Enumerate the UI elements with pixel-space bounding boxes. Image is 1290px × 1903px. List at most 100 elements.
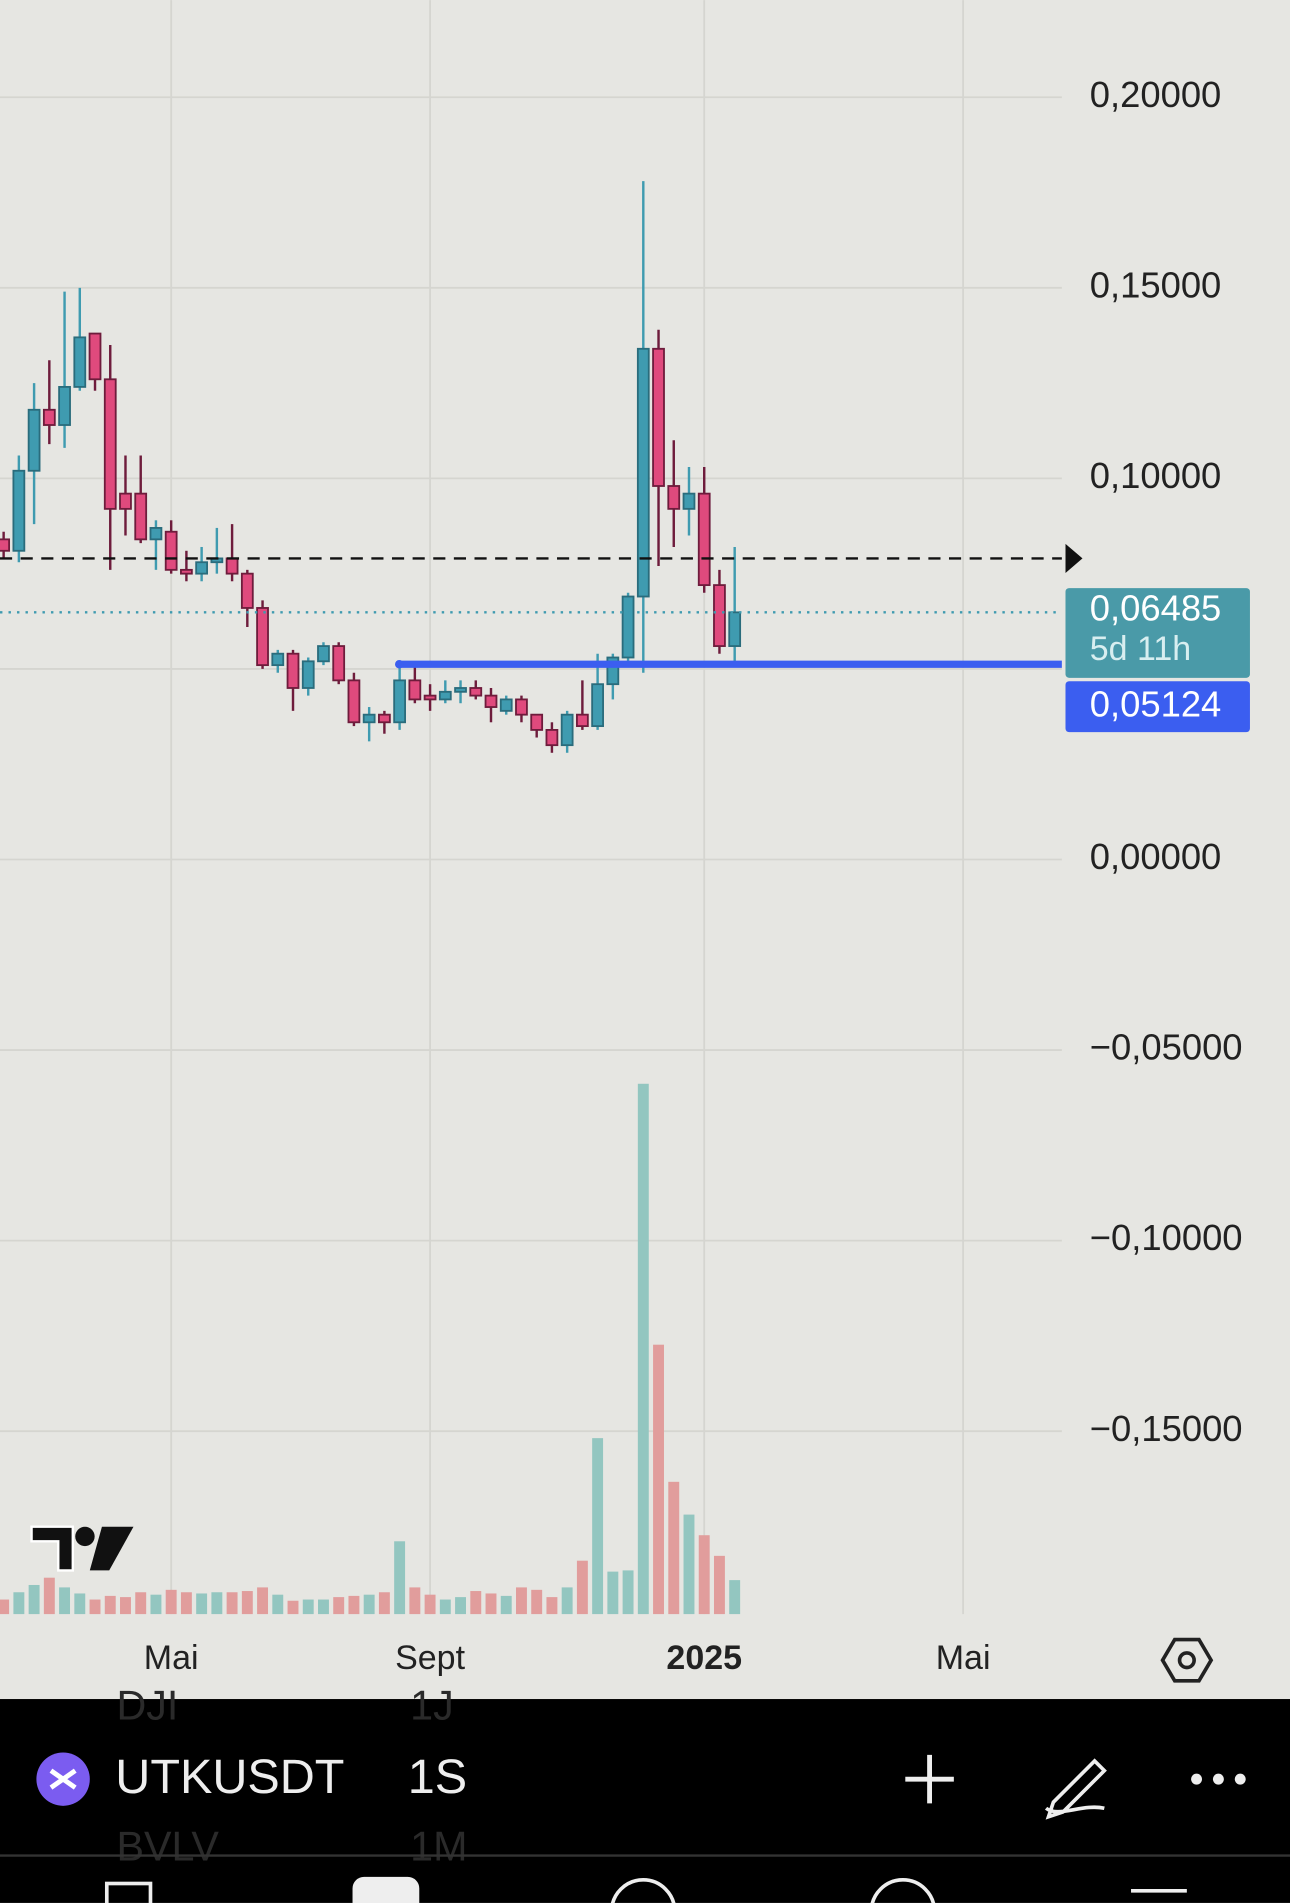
candle-body (560, 713, 574, 747)
candle-body (42, 408, 56, 426)
volume-bar (485, 1593, 497, 1615)
candle-body (134, 492, 148, 541)
volume-bar (378, 1592, 390, 1615)
candle-body (454, 687, 467, 693)
x-tick-label: Mai (144, 1639, 199, 1677)
last-price-label: 0,06485 (1090, 588, 1222, 629)
y-tick-label: −0,15000 (1090, 1408, 1243, 1449)
candle-body (119, 492, 132, 510)
volume-bar (150, 1594, 162, 1615)
candle-body (408, 679, 422, 701)
last-price-box (1065, 588, 1250, 678)
y-tick-label: 0,20000 (1090, 74, 1222, 115)
volume-bar (302, 1599, 314, 1615)
candle-body (576, 713, 589, 728)
candle-body (682, 492, 696, 510)
candle-body (347, 679, 361, 724)
candle-body (301, 660, 315, 689)
bottom-nav (104, 1876, 1187, 1903)
volume-bar (120, 1597, 131, 1615)
candle-body (515, 698, 528, 716)
settings-icon[interactable] (1160, 1637, 1214, 1683)
candle-body (484, 694, 498, 708)
draw-button[interactable] (1044, 1758, 1107, 1820)
volume-bar (653, 1344, 664, 1615)
ghost-interval: 1M (410, 1823, 467, 1869)
x-tick-label: Sept (395, 1639, 465, 1677)
volume-bar (394, 1541, 406, 1615)
volume-bar (226, 1592, 238, 1615)
volume-bar (59, 1587, 71, 1615)
volume-bar (439, 1599, 451, 1615)
volume-bar (43, 1577, 55, 1615)
volume-bar (470, 1591, 482, 1615)
volume-bar (363, 1594, 375, 1615)
candle-body (317, 645, 330, 663)
volume-bar (28, 1584, 40, 1615)
volume-bar (211, 1592, 223, 1615)
candle-body (423, 694, 437, 701)
candle-body (149, 527, 163, 541)
candle-body (545, 729, 559, 747)
candle-body (697, 492, 711, 586)
volume-bar (713, 1555, 725, 1615)
x-tick-label: 2025 (666, 1639, 742, 1677)
volume-bar (683, 1514, 695, 1615)
candle-body (240, 572, 254, 609)
volume-bar (165, 1589, 177, 1615)
volume-bar (531, 1589, 543, 1615)
volume-bar (424, 1594, 436, 1615)
volume-bar (257, 1587, 269, 1615)
volume-bar (698, 1535, 710, 1615)
ghost-interval: 1J (410, 1683, 454, 1729)
candle-body (652, 347, 665, 487)
countdown: 5d 11h (1090, 630, 1191, 668)
volume-bar (455, 1597, 467, 1615)
volume-bar (576, 1560, 588, 1615)
volume-bar (241, 1591, 253, 1615)
x-tick-label: Mai (936, 1639, 991, 1677)
reference-marker (1065, 543, 1083, 573)
y-tick-label: 0,10000 (1090, 455, 1222, 496)
volume-bar (196, 1593, 208, 1615)
volume-bar (348, 1595, 360, 1615)
volume-bar (500, 1595, 512, 1615)
candle-body (332, 645, 346, 682)
add-button[interactable] (905, 1754, 954, 1804)
volume-bar (89, 1599, 101, 1615)
alert-price-label: 0,05124 (1090, 683, 1222, 724)
candle-body (393, 679, 406, 724)
candle-body (73, 336, 87, 388)
volume-bar (668, 1481, 680, 1615)
more-button[interactable] (1191, 1773, 1246, 1785)
volume-bar (272, 1594, 284, 1615)
interval[interactable]: 1S (408, 1750, 467, 1804)
volume-bar (637, 1083, 649, 1615)
candle-body (286, 652, 300, 689)
candle-body (438, 690, 452, 701)
candle-body (636, 347, 650, 598)
volume-bar (287, 1600, 299, 1615)
volume-bar (622, 1570, 634, 1615)
volume-bar (607, 1571, 619, 1615)
candle-body (12, 469, 26, 552)
symbol-icon-mark (49, 1768, 77, 1790)
candle-body (713, 584, 726, 647)
candle-body (225, 557, 239, 575)
ghost-symbol: BVLV (117, 1823, 220, 1869)
volume-bar (592, 1438, 604, 1615)
y-tick-label: 0,00000 (1090, 836, 1222, 877)
volume-bar (546, 1597, 558, 1615)
ghost-symbol: DJI (117, 1683, 179, 1729)
alert-price-box (1065, 681, 1250, 733)
volume-bar (135, 1592, 147, 1615)
candle-body (0, 538, 11, 552)
volume-bar (0, 1599, 10, 1615)
y-tick-label: −0,10000 (1090, 1217, 1243, 1258)
symbol[interactable]: UTKUSDT (115, 1750, 344, 1804)
candle-body (606, 656, 620, 686)
volume-bar (180, 1592, 192, 1615)
candle-body (27, 408, 41, 472)
